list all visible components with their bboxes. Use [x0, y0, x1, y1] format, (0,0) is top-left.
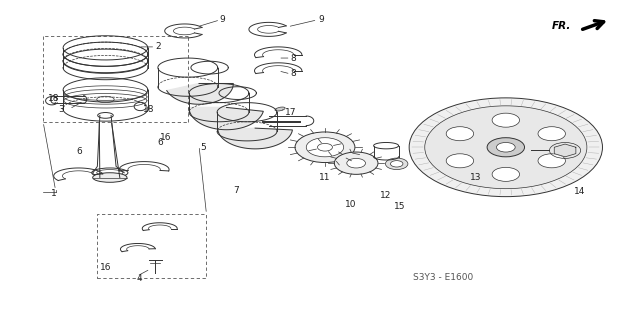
- Circle shape: [391, 161, 403, 167]
- Text: 9: 9: [319, 15, 324, 24]
- Text: 6: 6: [158, 138, 164, 147]
- Text: 17: 17: [285, 108, 296, 117]
- Circle shape: [496, 142, 515, 152]
- Circle shape: [446, 154, 474, 168]
- Circle shape: [306, 138, 344, 157]
- Ellipse shape: [97, 170, 123, 176]
- Circle shape: [295, 132, 355, 163]
- Text: 18: 18: [49, 94, 60, 103]
- Text: 18: 18: [143, 105, 154, 114]
- Polygon shape: [218, 128, 292, 149]
- Circle shape: [409, 98, 602, 197]
- Text: 3: 3: [59, 105, 64, 114]
- Text: 16: 16: [160, 133, 171, 142]
- Circle shape: [425, 106, 587, 189]
- Polygon shape: [554, 144, 576, 157]
- Polygon shape: [167, 84, 233, 104]
- Circle shape: [318, 143, 332, 151]
- Circle shape: [538, 127, 566, 141]
- Circle shape: [487, 138, 524, 157]
- Text: FR.: FR.: [552, 21, 571, 31]
- Circle shape: [334, 152, 378, 174]
- Text: 5: 5: [200, 143, 206, 152]
- Circle shape: [492, 113, 519, 127]
- Text: 8: 8: [291, 53, 296, 62]
- Circle shape: [446, 127, 474, 141]
- Ellipse shape: [98, 113, 113, 118]
- Text: 4: 4: [137, 274, 142, 283]
- Text: 16: 16: [100, 263, 112, 272]
- Ellipse shape: [92, 173, 127, 182]
- Text: 14: 14: [574, 188, 586, 196]
- Ellipse shape: [97, 96, 114, 103]
- Text: 2: 2: [156, 42, 161, 52]
- Ellipse shape: [275, 107, 285, 111]
- Text: 12: 12: [380, 190, 391, 200]
- Text: 8: 8: [291, 69, 296, 78]
- Text: 11: 11: [319, 173, 331, 182]
- Text: 6: 6: [76, 147, 82, 156]
- Circle shape: [492, 167, 519, 181]
- Circle shape: [538, 154, 566, 168]
- Circle shape: [347, 158, 366, 168]
- Text: 1: 1: [51, 189, 57, 198]
- Text: 15: 15: [394, 202, 405, 211]
- Text: 9: 9: [219, 15, 225, 24]
- Text: 10: 10: [346, 200, 357, 209]
- Text: 7: 7: [233, 186, 239, 195]
- Circle shape: [386, 158, 408, 170]
- Text: S3Y3 - E1600: S3Y3 - E1600: [413, 273, 474, 282]
- Polygon shape: [189, 108, 263, 130]
- Ellipse shape: [92, 168, 128, 178]
- Text: 13: 13: [470, 173, 482, 182]
